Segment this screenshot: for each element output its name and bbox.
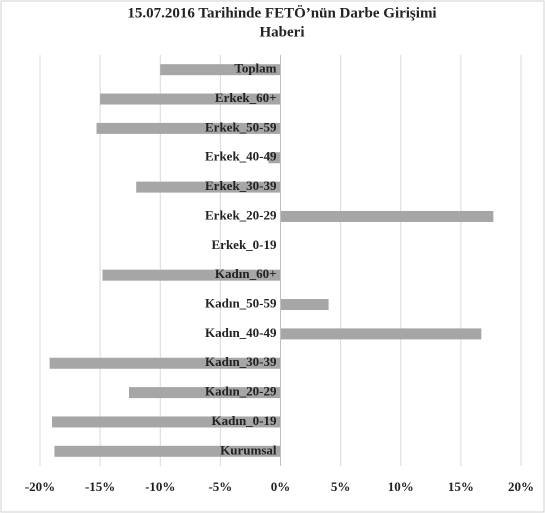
x-tick-label: -20% xyxy=(25,479,55,494)
x-tick-label: -5% xyxy=(208,479,232,494)
bar xyxy=(280,299,329,311)
category-label: Kadın_20-29 xyxy=(205,384,277,399)
x-tick-label: 15% xyxy=(448,479,474,494)
bar xyxy=(96,122,281,134)
category-label: Kadın_30-39 xyxy=(205,354,277,369)
category-label: Kadın_40-49 xyxy=(205,325,277,340)
category-label: Kadın_0-19 xyxy=(211,413,277,428)
bar xyxy=(128,387,281,399)
category-label: Kurumsal xyxy=(220,442,277,457)
bar xyxy=(160,64,281,76)
x-tick-label: 20% xyxy=(508,479,534,494)
category-label: Kadın_60+ xyxy=(215,266,277,281)
bar xyxy=(136,181,281,193)
x-tick-label: -10% xyxy=(145,479,175,494)
bar xyxy=(54,445,281,457)
bar xyxy=(268,152,281,164)
bar xyxy=(280,210,494,222)
chart-title: Haberi xyxy=(260,24,305,40)
bar xyxy=(102,269,281,281)
bar xyxy=(280,328,482,340)
category-label: Erkek_0-19 xyxy=(212,237,278,252)
x-tick-label: 5% xyxy=(331,479,351,494)
category-label: Kadın_50-59 xyxy=(205,296,277,311)
bar xyxy=(49,357,281,369)
bar xyxy=(52,416,281,428)
category-label: Erkek_40-49 xyxy=(205,149,277,164)
bar xyxy=(100,93,281,105)
category-label: Toplam xyxy=(234,61,276,76)
x-tick-label: 0% xyxy=(271,479,291,494)
category-label: Erkek_30-39 xyxy=(205,178,277,193)
category-label: Erkek_50-59 xyxy=(205,119,277,134)
category-label: Erkek_20-29 xyxy=(205,207,277,222)
chart-title: 15.07.2016 Tarihinde FETÖ’nün Darbe Giri… xyxy=(127,4,436,21)
x-tick-label: -15% xyxy=(85,479,115,494)
x-tick-label: 10% xyxy=(388,479,414,494)
category-label: Erkek_60+ xyxy=(215,90,277,105)
